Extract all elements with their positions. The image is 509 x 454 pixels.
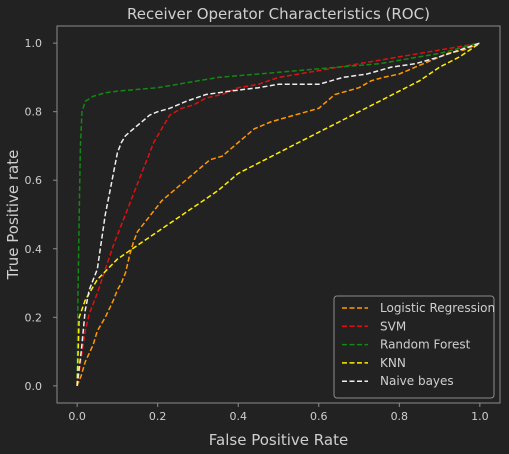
y-axis-ticks: 0.0 0.2 0.4 0.6 0.8 1.0 (25, 37, 57, 393)
x-axis-label: False Positive Rate (209, 431, 348, 449)
x-tick-label: 0.8 (391, 410, 409, 423)
series-line-logistic-regression (76, 42, 481, 387)
chart-title: Receiver Operator Characteristics (ROC) (127, 5, 430, 23)
y-tick-label: 0.8 (25, 106, 43, 119)
y-tick-label: 0.0 (25, 380, 43, 393)
legend-label: KNN (380, 356, 406, 370)
y-tick-label: 0.2 (25, 311, 43, 324)
series-line-naive-bayes (76, 42, 481, 386)
x-tick-label: 0.0 (68, 410, 86, 423)
legend-label: Logistic Regression (380, 301, 495, 315)
legend-box (333, 295, 495, 399)
x-axis-ticks: 0.0 0.2 0.4 0.6 0.8 1.0 (68, 403, 489, 423)
series-line-knn (76, 42, 481, 386)
x-tick-label: 0.6 (310, 410, 328, 423)
x-tick-label: 0.4 (229, 410, 247, 423)
y-tick-label: 1.0 (25, 37, 43, 50)
legend-label: Random Forest (380, 338, 471, 352)
legend: Logistic Regression SVM Random Forest KNN Na… (333, 295, 495, 399)
x-tick-label: 1.0 (471, 410, 489, 423)
y-tick-label: 0.4 (25, 243, 43, 256)
y-axis-label: True Positive rate (4, 150, 22, 281)
series-line-svm (76, 42, 481, 387)
legend-label: SVM (380, 319, 406, 333)
legend-label: Naive bayes (380, 374, 454, 388)
series-line-random-forest (76, 42, 481, 386)
y-tick-label: 0.6 (25, 174, 43, 187)
x-tick-label: 0.2 (149, 410, 167, 423)
series-lines (76, 42, 481, 387)
